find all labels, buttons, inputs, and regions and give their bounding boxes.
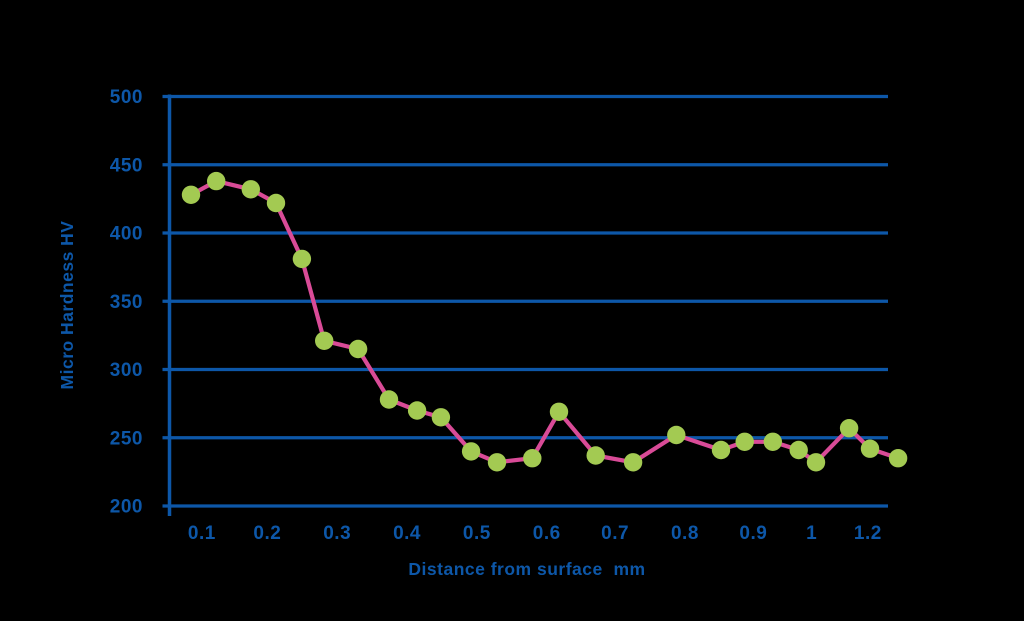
- hardness-line: [188, 179, 901, 465]
- data-point-marker: [839, 419, 859, 438]
- data-point-marker: [407, 401, 427, 420]
- y-tick-label-500: 500: [110, 87, 143, 108]
- data-point-marker: [181, 185, 201, 204]
- x-tick-label-0.2: 0.2: [253, 523, 281, 544]
- x-tick-label-0.8: 0.8: [671, 523, 699, 544]
- y-tick-labels: 500 450 400 350 300 250 200: [110, 87, 143, 518]
- x-tick-label-1.2: 1.2: [854, 523, 882, 544]
- data-point-marker: [315, 331, 334, 350]
- data-point-marker: [586, 446, 605, 465]
- x-tick-label-0.5: 0.5: [463, 523, 491, 544]
- data-point-marker: [348, 339, 368, 359]
- data-point-marker: [487, 453, 507, 472]
- x-tick-label-0.3: 0.3: [323, 523, 351, 544]
- data-point-marker: [379, 390, 399, 409]
- data-point-marker: [763, 432, 782, 451]
- data-point-marker: [667, 425, 686, 445]
- y-tick-label-450: 450: [110, 155, 143, 176]
- data-point-marker: [292, 249, 312, 269]
- y-tick-label-400: 400: [110, 224, 143, 245]
- data-point-marker: [789, 440, 808, 460]
- data-point-marker: [549, 402, 569, 421]
- data-point-marker: [711, 440, 731, 460]
- data-point-marker: [523, 449, 542, 468]
- data-markers: [181, 171, 908, 472]
- x-tick-label-0.4: 0.4: [393, 523, 421, 544]
- y-axis-title: Micro Hardness HV: [57, 221, 77, 390]
- data-point-marker: [623, 453, 643, 472]
- data-point-marker: [207, 171, 226, 191]
- y-tick-label-350: 350: [110, 292, 143, 313]
- data-point-marker: [860, 439, 880, 458]
- x-tick-label-0.7: 0.7: [601, 523, 629, 544]
- x-tick-label-0.6: 0.6: [533, 523, 561, 544]
- data-point-marker: [888, 449, 908, 468]
- x-tick-label-0.1: 0.1: [188, 523, 216, 544]
- data-point-marker: [806, 453, 826, 472]
- data-point-marker: [241, 180, 260, 199]
- x-tick-labels: 0.1 0.2 0.3 0.4 0.5 0.6 0.7 0.8 0.9 1 1.2: [188, 523, 882, 544]
- data-line: [188, 179, 901, 465]
- data-point-marker: [431, 408, 451, 427]
- x-tick-label-1: 1: [806, 523, 817, 544]
- data-point-marker: [266, 193, 286, 213]
- gridlines: [162, 94, 888, 508]
- x-tick-label-0.9: 0.9: [739, 523, 767, 544]
- y-tick-label-300: 300: [110, 360, 143, 381]
- data-point-marker: [461, 442, 481, 461]
- y-tick-label-250: 250: [110, 428, 143, 449]
- x-axis-title: Distance from surface mm: [408, 559, 645, 579]
- data-point-marker: [735, 432, 754, 451]
- y-tick-label-200: 200: [110, 497, 143, 518]
